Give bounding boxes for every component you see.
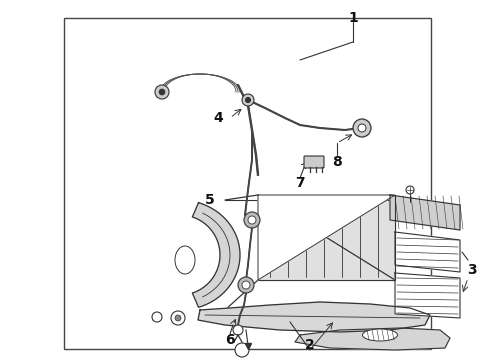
Polygon shape xyxy=(198,302,430,332)
Polygon shape xyxy=(258,195,395,280)
Polygon shape xyxy=(258,195,395,280)
Text: 7: 7 xyxy=(295,176,305,190)
Ellipse shape xyxy=(175,246,195,274)
Circle shape xyxy=(406,186,414,194)
Circle shape xyxy=(242,281,250,289)
Text: 1: 1 xyxy=(348,11,358,25)
Text: 3: 3 xyxy=(467,263,477,277)
Text: 5: 5 xyxy=(205,193,215,207)
Circle shape xyxy=(155,85,169,99)
Polygon shape xyxy=(395,273,460,318)
Circle shape xyxy=(171,311,185,325)
Circle shape xyxy=(353,119,371,137)
Circle shape xyxy=(152,312,162,322)
Polygon shape xyxy=(395,232,460,272)
Circle shape xyxy=(159,89,165,95)
Circle shape xyxy=(358,124,366,132)
Text: 2: 2 xyxy=(305,338,315,352)
FancyBboxPatch shape xyxy=(304,156,324,168)
Ellipse shape xyxy=(363,329,397,341)
Circle shape xyxy=(242,94,254,106)
Circle shape xyxy=(233,325,243,335)
Circle shape xyxy=(245,98,250,103)
Text: 6: 6 xyxy=(225,333,235,347)
Polygon shape xyxy=(193,203,240,307)
Circle shape xyxy=(238,277,254,293)
Circle shape xyxy=(235,343,249,357)
Circle shape xyxy=(175,315,181,321)
Text: 8: 8 xyxy=(332,155,342,169)
Bar xyxy=(64,18,431,349)
Polygon shape xyxy=(295,328,450,350)
Polygon shape xyxy=(390,195,460,230)
Text: 4: 4 xyxy=(213,111,223,125)
Circle shape xyxy=(248,216,256,224)
Circle shape xyxy=(244,212,260,228)
